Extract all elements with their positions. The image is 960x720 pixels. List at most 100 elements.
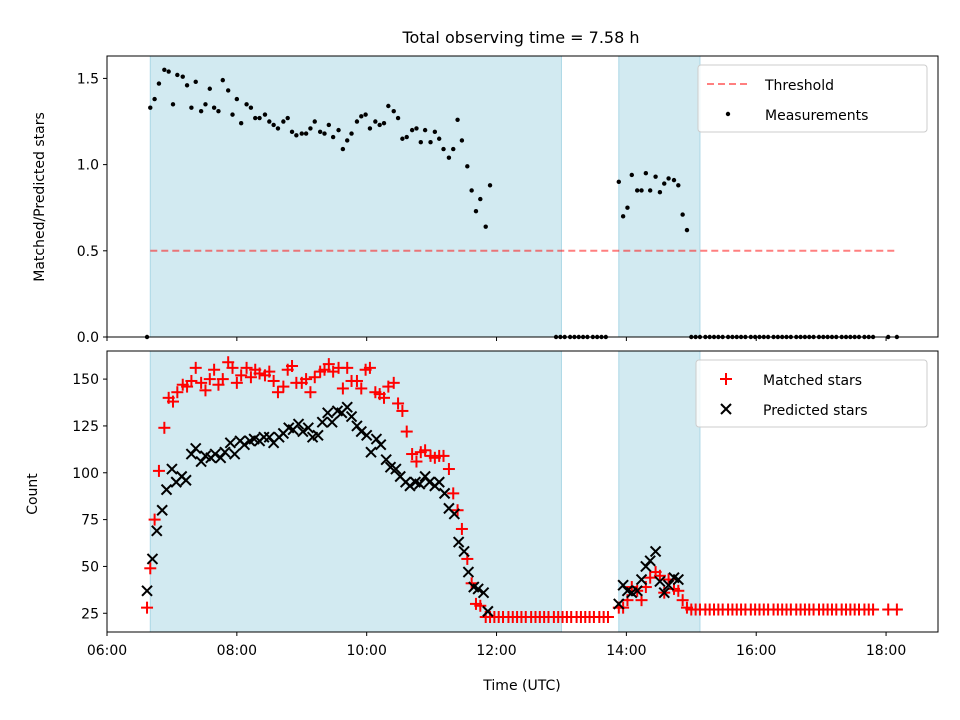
matched-star-point (336, 382, 349, 395)
matched-star-point (199, 384, 212, 397)
measurement-point (455, 117, 460, 122)
measurement-point (381, 121, 387, 126)
measurement-point (432, 129, 438, 135)
measurement-point (465, 164, 470, 169)
measurement-point (354, 119, 360, 124)
matched-star-point (355, 382, 368, 395)
top-panel: 0.0 0.5 1.0 1.5 Matched/Predicted stars Thr… (32, 55, 939, 346)
measurement-point (175, 72, 180, 78)
predicted-star-point (146, 553, 159, 565)
x-tick-label: 16:00 (736, 643, 776, 659)
top-plot-area (144, 67, 900, 340)
predicted-star-point (448, 508, 461, 520)
x-tick-label: 18:00 (866, 643, 906, 659)
matched-star-point (676, 594, 689, 607)
measurement-point (317, 129, 323, 135)
matched-star-point (271, 386, 284, 399)
y-tick-label: 75 (81, 513, 99, 529)
measurement-point (414, 126, 419, 131)
matched-star-point (644, 571, 657, 584)
measurement-point (248, 105, 254, 110)
measurement-point (180, 74, 185, 79)
predicted-star-point (458, 545, 470, 558)
matched-star-point (230, 376, 243, 389)
measurement-point (211, 105, 217, 110)
predicted-star-point (654, 575, 666, 588)
legend-predicted-swatch (720, 403, 732, 415)
measurement-point (148, 105, 153, 110)
measurement-point (359, 114, 364, 119)
predicted-star-point (326, 416, 338, 428)
matched-star-point (437, 449, 450, 462)
measurement-point (666, 176, 671, 181)
measurement-point (451, 146, 456, 152)
legend-measurements-swatch (725, 111, 731, 117)
measurement-point (662, 181, 667, 186)
predicted-star-point (672, 573, 685, 586)
measurement-point (216, 108, 221, 114)
measurement-point (253, 115, 258, 121)
measurement-point (166, 69, 171, 74)
y-tick-label: 50 (81, 559, 99, 575)
measurement-point (671, 177, 677, 183)
measurement-point (441, 146, 446, 152)
matched-star-point (387, 376, 400, 389)
measurement-point (230, 112, 235, 117)
predicted-star-point (302, 422, 314, 434)
predicted-star-point (322, 407, 334, 419)
measurement-point (345, 138, 350, 143)
matched-star-point (341, 361, 354, 374)
measurement-point (639, 188, 644, 193)
matched-star-point (465, 577, 478, 590)
matched-star-point (171, 386, 184, 399)
matched-star-point (277, 380, 290, 393)
predicted-star-point (190, 442, 202, 455)
predicted-star-point (151, 525, 163, 537)
bottom-plot-area (141, 356, 903, 624)
x-tick-label: 14:00 (606, 643, 646, 659)
predicted-star-point (472, 583, 484, 595)
measurement-point (483, 224, 488, 229)
y-tick-label: 0.0 (77, 330, 99, 346)
predicted-star-point (423, 476, 436, 488)
y-tick-label: 100 (72, 466, 99, 482)
measurement-point (620, 214, 626, 219)
matched-star-point (203, 373, 216, 386)
predicted-star-point (452, 536, 465, 548)
predicted-star-point (438, 487, 451, 500)
measurement-point (634, 188, 640, 193)
matched-star-point (141, 601, 154, 614)
matched-star-point (396, 404, 409, 417)
measurement-point (400, 136, 405, 141)
bottom-y-axis-label: Count (25, 473, 41, 515)
matched-star-point (189, 361, 202, 374)
measurement-point (238, 121, 244, 126)
top-axes-frame (106, 55, 939, 338)
x-tick-label: 10:00 (347, 643, 387, 659)
measurement-point (436, 136, 442, 141)
measurement-point (459, 138, 465, 143)
matched-star-point (226, 361, 239, 374)
measurement-point (170, 102, 176, 107)
measurement-point (469, 188, 474, 193)
matched-star-point (350, 374, 363, 387)
bottom-panel: 25 50 75 100 125 150 06:00 08:00 10:00 12:00 14:0… (25, 350, 939, 694)
matched-star-point (158, 421, 171, 434)
measurement-point (299, 131, 304, 136)
measurement-point (653, 174, 658, 179)
measurement-point (395, 115, 401, 121)
measurement-point (647, 188, 653, 193)
matched-star-point (378, 391, 390, 404)
y-tick-label: 0.5 (77, 244, 99, 260)
y-tick-label: 150 (72, 372, 99, 388)
measurement-point (193, 79, 198, 85)
legend-predicted-label: Predicted stars (763, 403, 868, 419)
shaded-span (149, 350, 562, 633)
predicted-star-point (166, 463, 178, 475)
y-tick-label: 1.0 (77, 158, 99, 174)
measurement-point (257, 115, 262, 121)
measurement-point (418, 139, 423, 145)
measurement-point (275, 126, 281, 131)
matched-star-point (304, 386, 317, 399)
matched-star-point (253, 367, 266, 380)
